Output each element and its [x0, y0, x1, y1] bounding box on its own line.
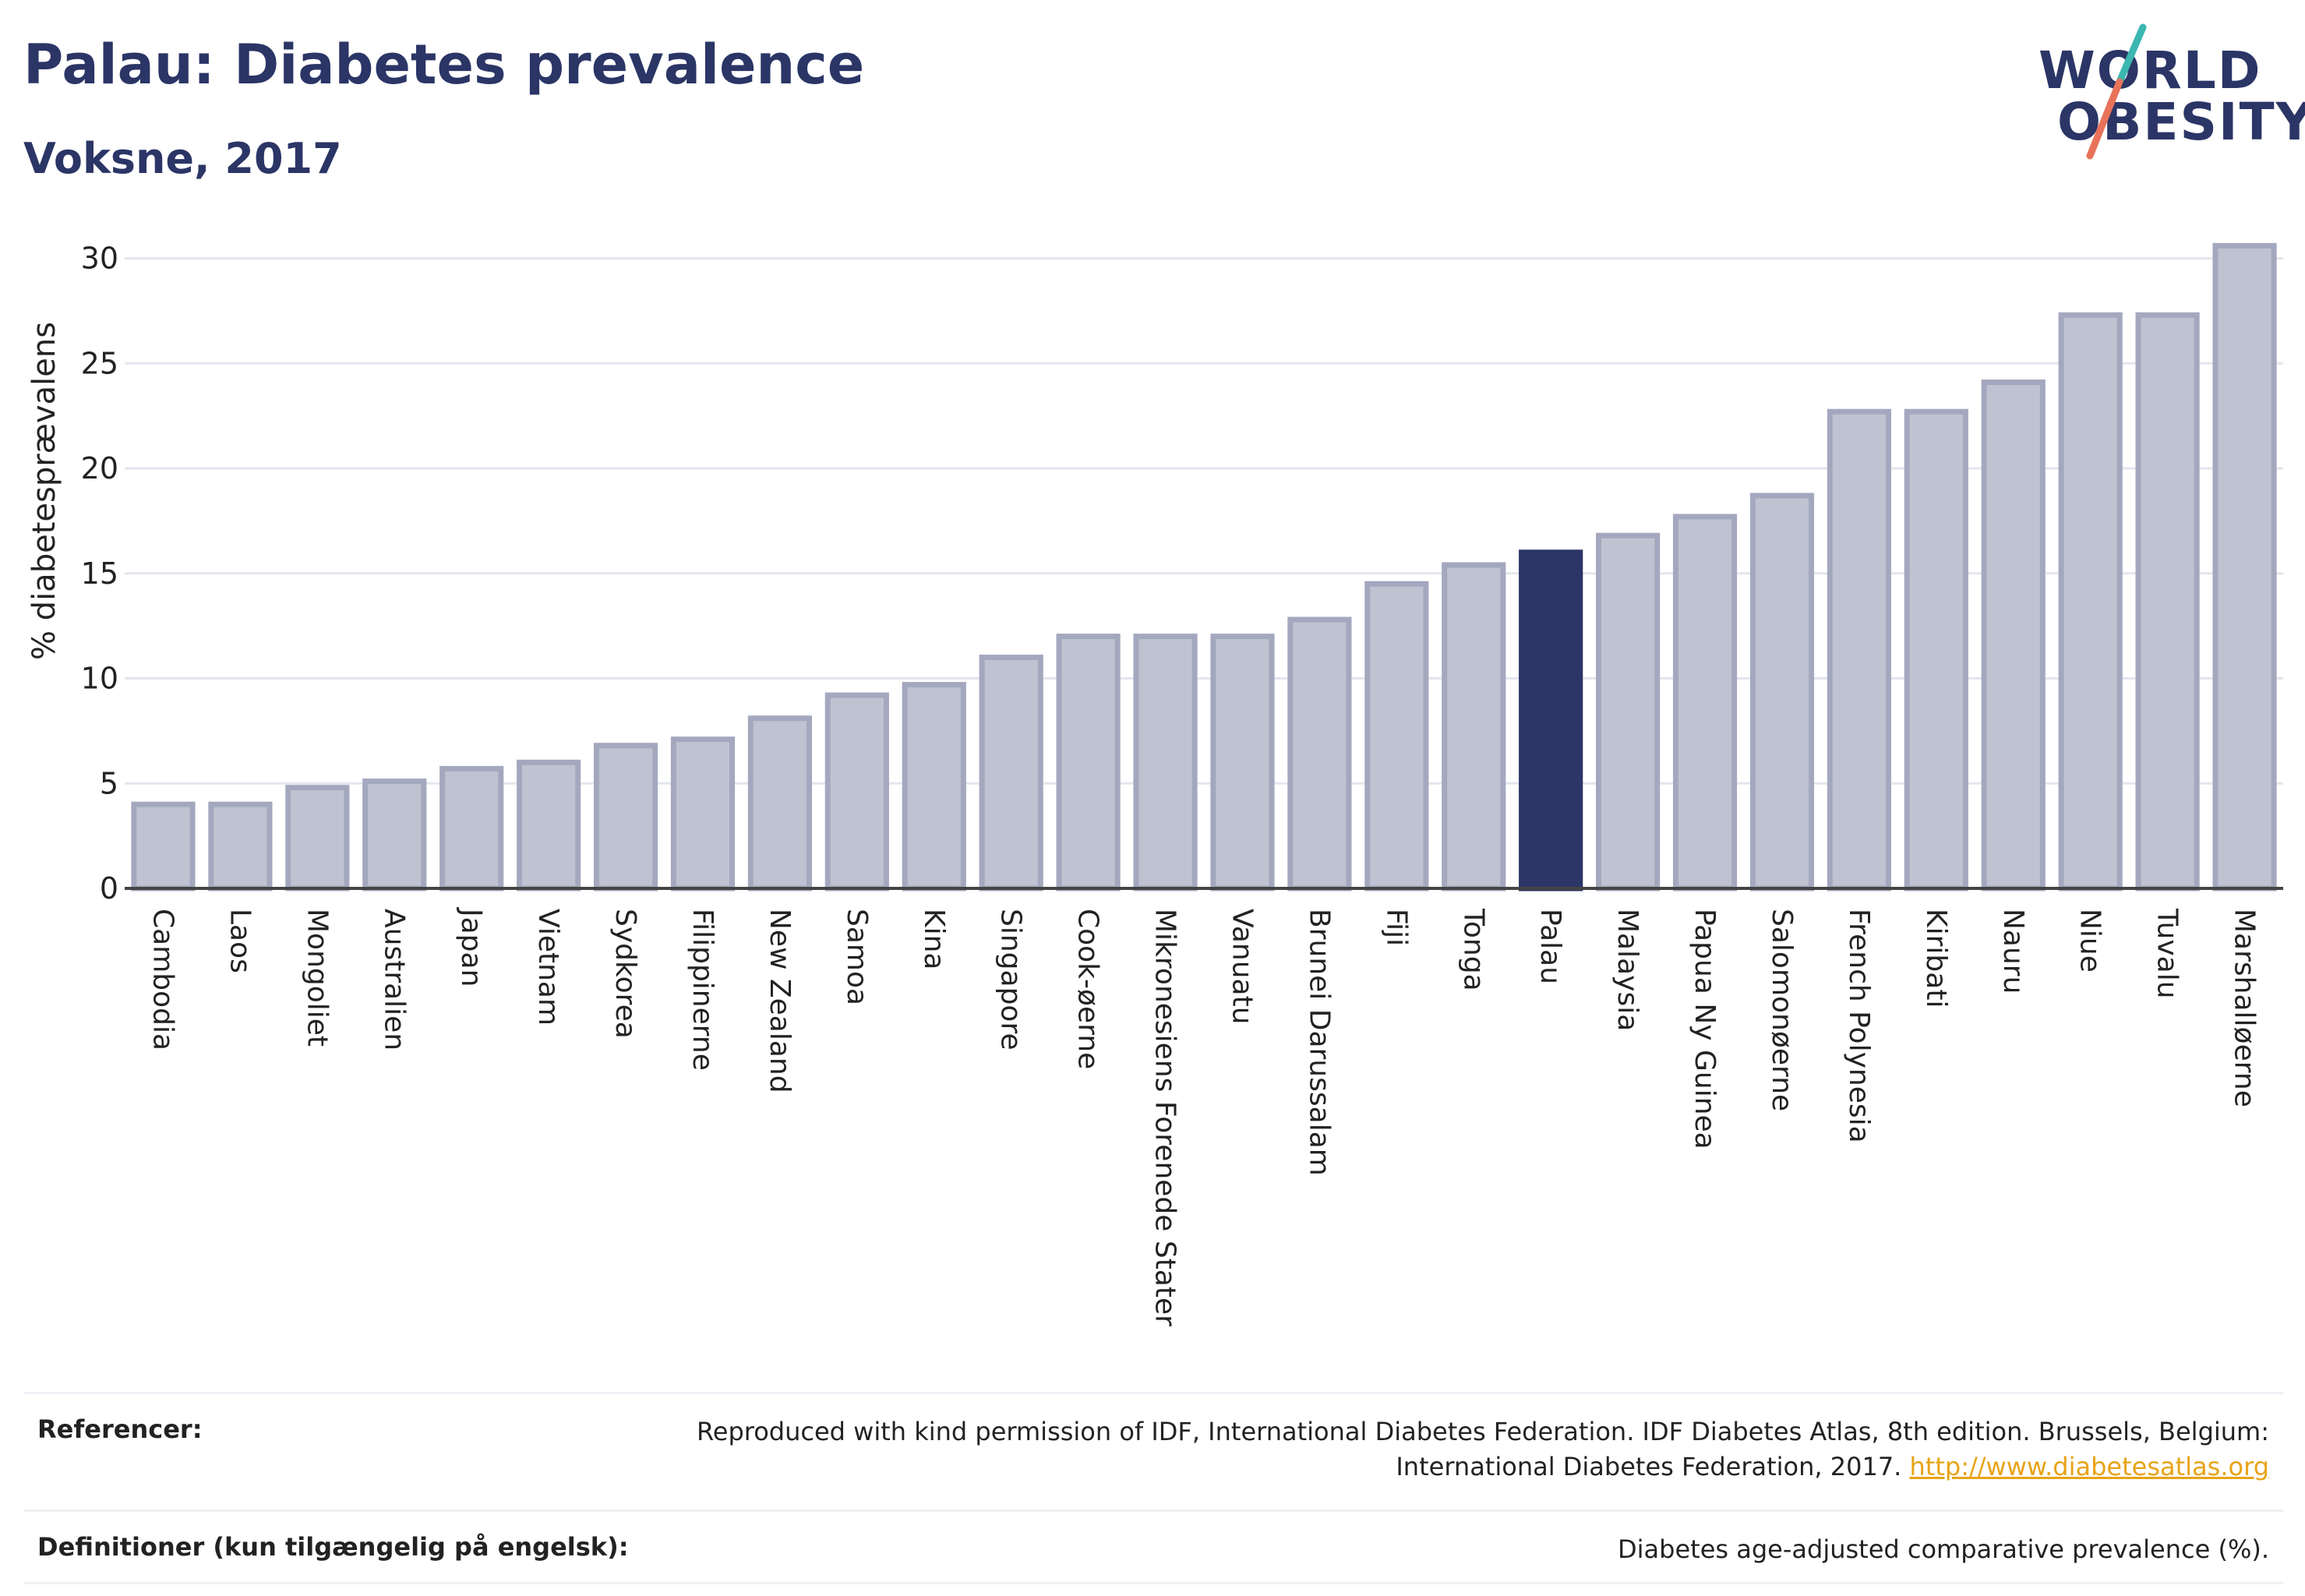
- bar[interactable]: [1287, 616, 1352, 892]
- x-tick-label: Mikronesiens Forenede Stater: [1149, 909, 1181, 1326]
- bar[interactable]: [1364, 581, 1429, 892]
- bar[interactable]: [1133, 634, 1198, 892]
- bar[interactable]: [1827, 408, 1891, 892]
- x-tick-label: Sydkorea: [609, 909, 641, 1039]
- bar[interactable]: [1442, 562, 1506, 892]
- bar[interactable]: [208, 801, 273, 892]
- bar-highlight[interactable]: [1519, 549, 1583, 892]
- x-tick-label: Marshalløerne: [2229, 909, 2261, 1107]
- bar[interactable]: [517, 759, 581, 892]
- x-tick-label: Australien: [378, 909, 410, 1050]
- x-tick-label: Niue: [2074, 909, 2106, 973]
- x-tick-label: Malaysia: [1611, 909, 1643, 1031]
- x-tick-label: Fiji: [1380, 909, 1412, 946]
- bar[interactable]: [2058, 312, 2123, 892]
- x-tick-label: Brunei Darussalam: [1303, 909, 1335, 1176]
- y-tick-label: 30: [81, 242, 118, 276]
- bar[interactable]: [2135, 312, 2200, 892]
- x-tick-label: Laos: [224, 909, 256, 973]
- x-axis: Cambodia Laos Mongoliet Australien Japan Viet…: [125, 887, 2283, 1326]
- references-line-2: International Diabetes Federation, 2017.: [1396, 1451, 1902, 1481]
- bar[interactable]: [747, 715, 812, 892]
- bar[interactable]: [824, 692, 889, 892]
- bar[interactable]: [362, 779, 427, 892]
- definitions-label: Definitioner (kun tilgængelig på engelsk…: [37, 1532, 629, 1562]
- y-axis-label: % diabetesprævalens: [26, 322, 62, 660]
- bars: [131, 242, 2277, 892]
- page-title: Palau: Diabetes prevalence: [23, 33, 865, 97]
- x-tick-label: Japan: [455, 907, 487, 987]
- y-axis: 0 5 10 15 20 25 30: [81, 242, 118, 906]
- definitions-row: Definitioner (kun tilgængelig på engelsk…: [23, 1509, 2283, 1584]
- bar[interactable]: [285, 785, 350, 892]
- x-tick-label: Nauru: [1997, 909, 2029, 994]
- y-tick-label: 5: [100, 766, 118, 800]
- bar[interactable]: [1904, 408, 1968, 892]
- x-tick-label: Kiribati: [1920, 909, 1952, 1008]
- bar-chart: 0 5 10 15 20 25 30 Cambodia Laos Mongoliet Austra…: [26, 242, 2283, 1326]
- y-tick-label: 10: [81, 662, 118, 696]
- bar[interactable]: [593, 743, 658, 892]
- bar[interactable]: [979, 655, 1043, 892]
- x-tick-label: Cambodia: [146, 909, 178, 1050]
- page-subtitle: Voksne, 2017: [23, 134, 342, 183]
- x-tick-label: Papua Ny Guinea: [1689, 909, 1721, 1149]
- world-obesity-logo[interactable]: WORLD OBESITY: [2034, 23, 2305, 164]
- x-tick-label: Palau: [1534, 909, 1566, 984]
- bar[interactable]: [1056, 634, 1121, 892]
- y-tick-label: 20: [81, 451, 118, 486]
- bar[interactable]: [1596, 532, 1661, 892]
- bar[interactable]: [131, 801, 196, 892]
- x-tick-label: Samoa: [841, 909, 873, 1005]
- x-tick-label: Mongoliet: [301, 909, 333, 1047]
- footer: Referencer: Reproduced with kind permiss…: [23, 1392, 2283, 1584]
- x-tick-label: Salomonøerne: [1766, 909, 1798, 1111]
- logo-line-1: WORLD: [2038, 41, 2262, 101]
- bar[interactable]: [1749, 493, 1815, 892]
- bar[interactable]: [1672, 514, 1738, 892]
- x-tick-label: Kina: [918, 909, 950, 970]
- x-tick-label: Tuvalu: [2151, 908, 2183, 999]
- y-tick-label: 25: [81, 346, 118, 380]
- references-line-1: Reproduced with kind permission of IDF, …: [696, 1417, 2269, 1446]
- references-text: Reproduced with kind permission of IDF, …: [697, 1414, 2283, 1485]
- diabetes-atlas-link[interactable]: http://www.diabetesatlas.org: [1909, 1451, 2269, 1481]
- references-row: Referencer: Reproduced with kind permiss…: [23, 1392, 2283, 1509]
- bar[interactable]: [1210, 634, 1275, 892]
- x-tick-label: Tonga: [1457, 908, 1489, 991]
- x-tick-label: Singapore: [995, 909, 1027, 1050]
- x-tick-label: Filippinerne: [687, 909, 718, 1071]
- definitions-text: Diabetes age-adjusted comparative preval…: [1618, 1534, 2269, 1564]
- references-label: Referencer:: [37, 1414, 203, 1444]
- x-tick-label: French Polynesia: [1843, 909, 1875, 1143]
- x-tick-label: Vanuatu: [1226, 909, 1258, 1025]
- bar[interactable]: [670, 736, 736, 892]
- bar[interactable]: [439, 765, 504, 892]
- y-tick-label: 0: [100, 871, 118, 906]
- y-tick-label: 15: [81, 556, 118, 591]
- x-tick-label: Vietnam: [532, 909, 564, 1026]
- bar[interactable]: [2212, 242, 2277, 892]
- bar[interactable]: [1981, 380, 2046, 892]
- bar[interactable]: [902, 682, 966, 892]
- logo-slash-icon: [2086, 23, 2147, 160]
- x-tick-label: New Zealand: [764, 909, 796, 1093]
- x-tick-label: Cook-øerne: [1072, 909, 1104, 1069]
